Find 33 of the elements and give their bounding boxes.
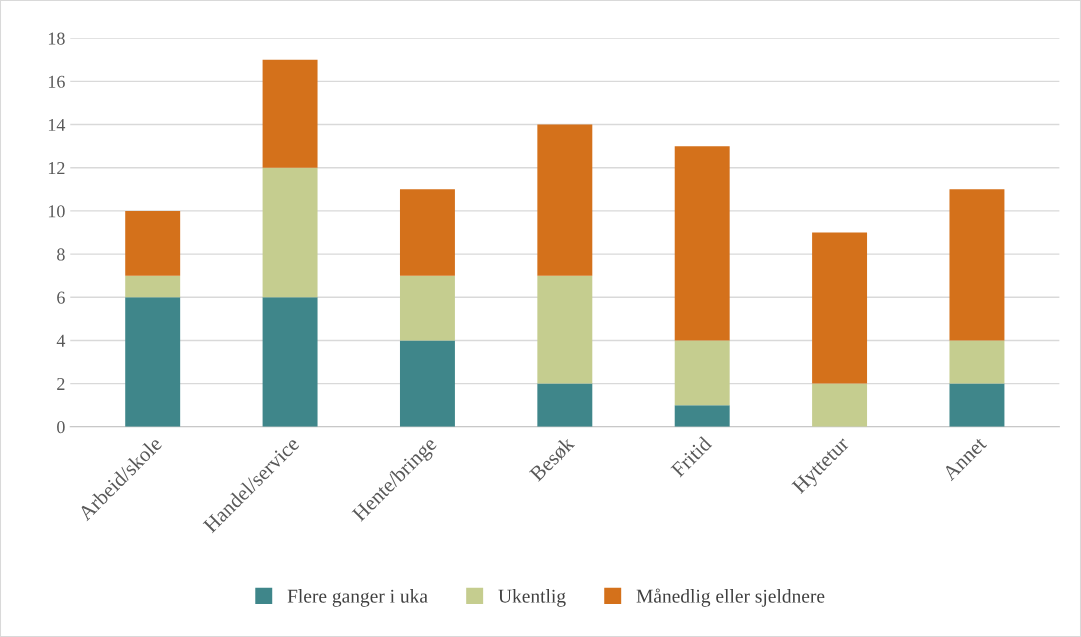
- bar: [949, 340, 1005, 384]
- legend-label: Ukentlig: [498, 589, 566, 607]
- bar: [674, 340, 730, 406]
- bar: [125, 275, 181, 298]
- y-tick-label: 12: [48, 162, 65, 175]
- bar: [674, 146, 730, 341]
- y-tick-label: 8: [57, 248, 65, 261]
- y-tick-label: 2: [57, 377, 65, 390]
- bar: [812, 232, 868, 384]
- bar: [399, 340, 455, 427]
- bar: [949, 383, 1005, 427]
- y-tick-label: 4: [56, 334, 66, 347]
- y-tick-label: 6: [57, 291, 65, 304]
- y-tick-label: 0: [57, 421, 65, 434]
- bar: [537, 383, 593, 427]
- y-tick-label: 18: [48, 32, 65, 45]
- bar: [262, 297, 318, 427]
- y-tick-label: 10: [48, 205, 65, 218]
- bar: [262, 167, 318, 298]
- y-tick-label: 16: [48, 75, 65, 88]
- bar: [399, 275, 455, 341]
- bar: [949, 189, 1005, 341]
- bar: [399, 189, 455, 276]
- bar: [125, 297, 181, 427]
- bar: [262, 59, 318, 168]
- legend-label: Flere ganger i uka: [287, 589, 428, 607]
- legend-label: Månedlig eller sjeldnere: [636, 588, 825, 607]
- bar: [125, 210, 181, 276]
- bar: [537, 124, 593, 276]
- bar: [674, 405, 730, 427]
- bar: [537, 275, 593, 384]
- y-tick-label: 14: [48, 118, 66, 131]
- bar: [812, 383, 868, 427]
